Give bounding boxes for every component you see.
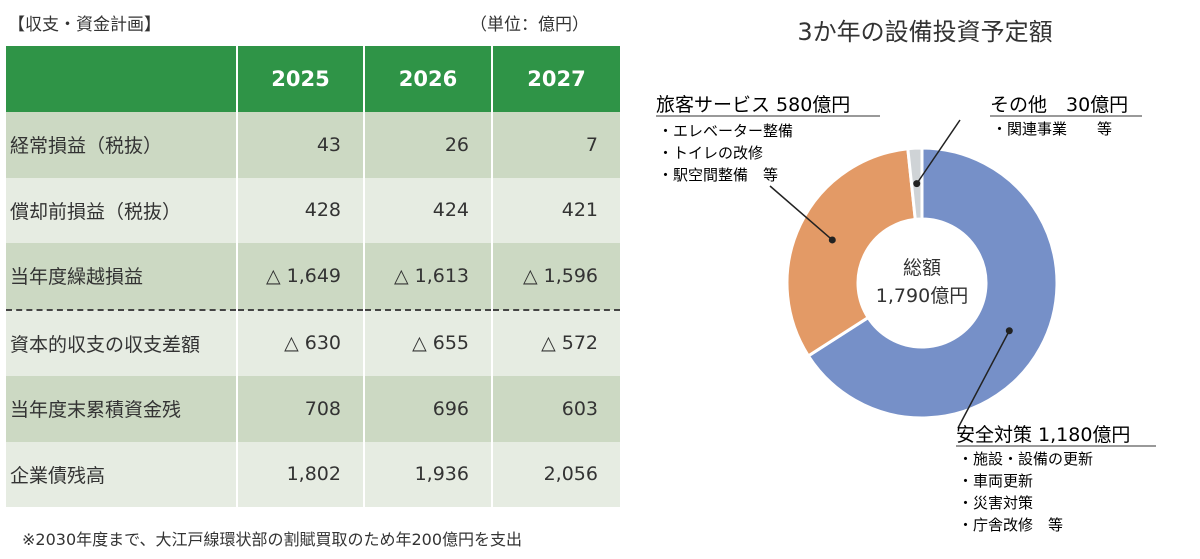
table-row: 企業債残高 1,802 1,936 2,056 (6, 441, 620, 507)
slice-item: ・トイレの改修 (658, 144, 763, 162)
header-2027: 2027 (492, 46, 620, 112)
slice-item: ・駅空間整備 等 (658, 166, 778, 184)
table-title: 【収支・資金計画】 (8, 15, 161, 35)
donut-slices (785, 146, 1059, 420)
slice-安全対策 (806, 146, 1059, 420)
table-header-row: 2025 2026 2027 (6, 46, 620, 112)
slice-item: ・災害対策 (958, 494, 1033, 512)
header-2026: 2026 (364, 46, 493, 112)
cell-value: △ 1,613 (364, 243, 493, 310)
row-label: 資本的収支の収支差額 (6, 308, 238, 376)
table-row: 償却前損益（税抜） 428 424 421 (6, 177, 620, 243)
cell-value: △ 1,596 (492, 243, 620, 310)
leader-line-旅客サービス (769, 185, 833, 241)
cell-value: 421 (492, 177, 620, 243)
cell-value: △ 630 (237, 308, 365, 376)
row-label: 当年度末累積資金残 (6, 376, 238, 442)
footnote: ※2030年度まで、大江戸線環状部の割賦買取のため年200億円を支出 (22, 530, 523, 549)
leader-dot-その他 (913, 180, 921, 188)
slice-item: ・車両更新 (958, 472, 1033, 490)
table-row: 資本的収支の収支差額 △ 630 △ 655 △ 572 (6, 308, 620, 376)
table-row: 当年度末累積資金残 708 696 603 (6, 376, 620, 442)
table-row: 経常損益（税抜） 43 26 7 (6, 112, 620, 178)
leader-lines (769, 119, 1013, 429)
table-row: 当年度繰越損益 △ 1,649 △ 1,613 △ 1,596 (6, 243, 620, 310)
cell-value: 7 (492, 112, 620, 178)
row-label: 償却前損益（税抜） (6, 177, 238, 243)
unit-label: （単位：億円） (470, 15, 589, 35)
slice-item: ・施設・設備の更新 (958, 450, 1093, 468)
cell-value: 26 (364, 112, 493, 178)
leader-line-その他 (916, 119, 961, 185)
slice-item: ・エレベーター整備 (658, 122, 793, 140)
slice-item: ・庁舎改修 等 (958, 516, 1063, 534)
cell-value: 1,936 (364, 441, 493, 507)
cell-value: △ 655 (364, 308, 493, 376)
cell-value: 2,056 (492, 441, 620, 507)
center-label-total: 総額 (903, 257, 941, 279)
cell-value: 708 (237, 376, 365, 442)
cell-value: △ 572 (492, 308, 620, 376)
slice-label-other: その他 30億円 (990, 94, 1128, 116)
header-2025: 2025 (237, 46, 365, 112)
cell-value: 1,802 (237, 441, 365, 507)
header-blank (6, 46, 238, 112)
chart-title: 3か年の設備投資予定額 (797, 18, 1053, 46)
row-label: 企業債残高 (6, 441, 238, 507)
leader-line-安全対策 (957, 330, 1010, 429)
cell-value: 428 (237, 177, 365, 243)
row-label: 経常損益（税抜） (6, 112, 238, 178)
slice-label-safety: 安全対策 1,180億円 (956, 424, 1130, 446)
slice-旅客サービス (785, 147, 917, 358)
cell-value: 603 (492, 376, 620, 442)
slice-label-passenger: 旅客サービス 580億円 (656, 94, 850, 116)
cell-value: 696 (364, 376, 493, 442)
leader-dot-旅客サービス (828, 236, 836, 244)
financial-table: 2025 2026 2027 経常損益（税抜） 43 26 7 償却前損益（税抜… (6, 46, 620, 507)
slice-item: ・関連事業 等 (992, 120, 1112, 138)
leader-dot-安全対策 (1005, 327, 1013, 335)
center-label-amount: 1,790億円 (876, 285, 968, 307)
cell-value: 424 (364, 177, 493, 243)
cell-value: △ 1,649 (237, 243, 365, 310)
row-label: 当年度繰越損益 (6, 243, 238, 310)
cell-value: 43 (237, 112, 365, 178)
